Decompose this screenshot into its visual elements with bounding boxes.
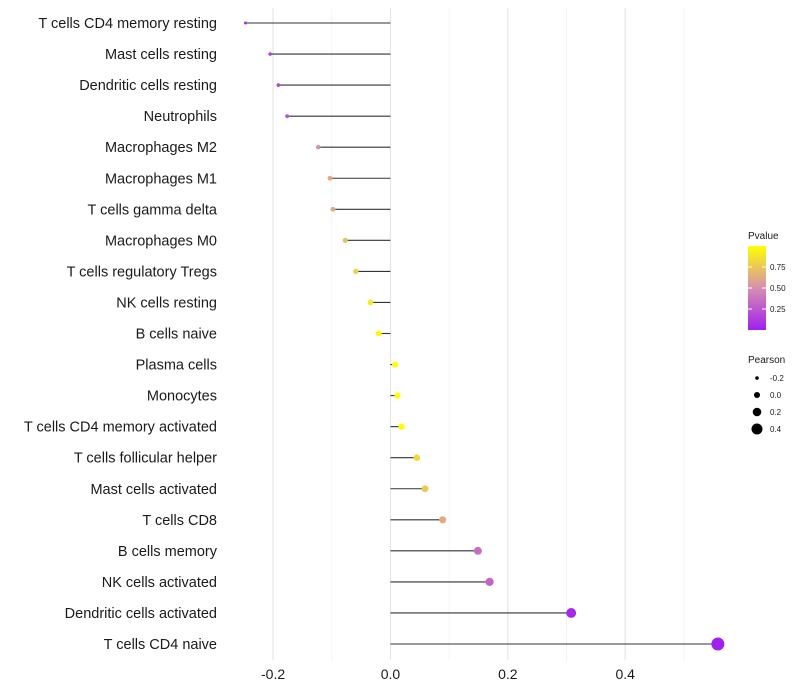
y-tick-label: T cells CD4 naive xyxy=(104,637,217,653)
colorbar-tick-label: 0.50 xyxy=(770,284,786,293)
size-legend-point xyxy=(751,423,763,435)
y-tick-label: B cells memory xyxy=(118,544,218,560)
lollipop-point xyxy=(367,299,374,306)
colorbar-tick-label: 0.25 xyxy=(770,305,786,314)
pvalue-colorbar xyxy=(748,246,766,330)
size-legend-label: -0.2 xyxy=(770,374,784,383)
lollipop-point xyxy=(285,114,290,119)
lollipop-point xyxy=(327,175,333,181)
y-tick-label: NK cells resting xyxy=(116,295,217,311)
pearson-legend: Pearson -0.2 0.0 0.2 0.4 xyxy=(748,355,785,435)
lollipop-point xyxy=(330,206,336,212)
lollipop-point xyxy=(485,577,494,586)
pvalue-legend-title: Pvalue xyxy=(748,231,779,242)
x-tick-label: -0.2 xyxy=(261,666,285,682)
lollipop-point xyxy=(421,485,429,493)
y-tick-label: T cells follicular helper xyxy=(74,451,217,467)
size-legend-label: 0.2 xyxy=(770,408,782,417)
lollipop-point xyxy=(353,268,359,275)
grid-layer xyxy=(272,8,685,660)
size-legend-label: 0.0 xyxy=(770,391,782,400)
y-tick-label: Macrophages M0 xyxy=(105,233,217,249)
y-tick-label: Neutrophils xyxy=(144,109,217,125)
y-tick-label: Mast cells resting xyxy=(105,47,217,63)
y-tick-label: T cells CD4 memory activated xyxy=(24,420,217,436)
y-tick-label: Dendritic cells resting xyxy=(79,78,217,94)
y-tick-label: Macrophages M2 xyxy=(105,140,217,156)
size-legend-point xyxy=(755,376,759,380)
lollipop-point xyxy=(473,546,482,555)
lollipop-point xyxy=(315,144,321,150)
lollipop-point xyxy=(342,237,348,243)
size-legend-label: 0.4 xyxy=(770,425,782,434)
stem-layer xyxy=(245,22,718,645)
x-tick-label: 0.2 xyxy=(498,666,518,682)
lollipop-point xyxy=(413,454,421,462)
lollipop-point xyxy=(566,608,577,618)
y-tick-label: Mast cells activated xyxy=(90,482,217,498)
lollipop-point xyxy=(268,52,272,56)
lollipop-point xyxy=(375,330,382,337)
x-axis-ticks: -0.2 0.0 0.2 0.4 xyxy=(261,666,635,682)
x-tick-label: 0.0 xyxy=(381,666,401,682)
y-tick-label: NK cells activated xyxy=(102,575,217,591)
y-tick-label: T cells CD8 xyxy=(142,513,217,529)
y-tick-label: Macrophages M1 xyxy=(105,171,217,187)
pvalue-legend: Pvalue 0.25 0.50 0.75 xyxy=(748,231,786,330)
y-tick-label: T cells regulatory Tregs xyxy=(67,264,217,280)
size-legend-point xyxy=(753,391,761,399)
lollipop-point xyxy=(398,423,405,430)
y-axis-labels: T cells CD4 memory resting Mast cells res… xyxy=(24,16,218,653)
colorbar-tick-label: 0.75 xyxy=(770,263,786,272)
x-tick-label: 0.4 xyxy=(615,666,635,682)
lollipop-point xyxy=(392,361,399,368)
pearson-legend-title: Pearson xyxy=(748,355,785,366)
lollipop-point xyxy=(394,392,401,399)
y-tick-label: B cells naive xyxy=(136,327,217,343)
lollipop-point xyxy=(243,21,248,25)
lollipop-point xyxy=(276,83,281,87)
y-tick-label: Plasma cells xyxy=(136,358,217,374)
y-tick-label: T cells gamma delta xyxy=(88,202,218,218)
point-layer xyxy=(243,21,725,651)
y-tick-label: Monocytes xyxy=(147,389,217,405)
lollipop-point xyxy=(439,516,447,524)
y-tick-label: Dendritic cells activated xyxy=(65,606,217,622)
y-tick-label: T cells CD4 memory resting xyxy=(38,16,217,32)
size-legend-point xyxy=(752,407,762,417)
lollipop-point xyxy=(711,637,725,651)
